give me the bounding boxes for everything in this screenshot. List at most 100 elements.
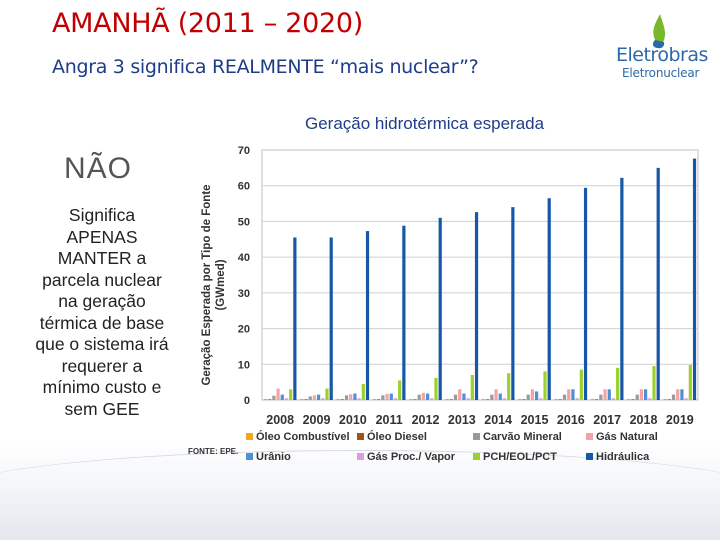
legend-label: Carvão Mineral (483, 431, 562, 443)
bar-pch-eol-pct (434, 377, 438, 400)
answer-heading: NÃO (64, 152, 133, 185)
legend-label: Urânio (256, 451, 291, 463)
logo-name: Eletrobras (616, 44, 708, 66)
legend-swatch (473, 453, 480, 460)
y-tick-label: 20 (238, 324, 250, 336)
explanation-line: requerer a (61, 355, 143, 376)
bar--leo-diesel (340, 399, 344, 400)
bar-g-s-proc-vapor (611, 398, 616, 400)
bar-pch-eol-pct (543, 371, 547, 400)
bar--leo-diesel (413, 399, 417, 400)
explanation-line: APENAS (66, 226, 138, 247)
bar-g-s-natural (458, 389, 462, 400)
explanation-line: Significa (68, 205, 136, 225)
bar-carv-o-mineral (526, 394, 530, 400)
legend-label: Gás Natural (596, 431, 658, 443)
y-tick-label: 50 (238, 216, 250, 228)
bar-g-s-proc-vapor (393, 398, 398, 400)
eletrobras-flame-icon (652, 14, 666, 49)
slide-subtitle: Angra 3 significa REALMENTE “mais nuclea… (52, 56, 479, 78)
bar-g-s-natural (276, 388, 280, 400)
bar--leo-diesel (304, 399, 308, 400)
bar-pch-eol-pct (289, 389, 293, 400)
bar-ur-nio (680, 389, 684, 400)
bar--leo-combust-vel (627, 398, 631, 400)
legend-swatch (357, 433, 364, 440)
bar-carv-o-mineral (308, 396, 312, 400)
bar--leo-combust-vel (300, 398, 304, 400)
bar-pch-eol-pct (325, 388, 329, 400)
x-tick-label: 2018 (630, 413, 658, 427)
bar-pch-eol-pct (579, 369, 583, 400)
bar-hidr-ulica (329, 237, 333, 400)
bar-g-s-natural (494, 389, 498, 400)
bar--leo-diesel (667, 399, 671, 400)
logo-subname: Eletronuclear (622, 66, 700, 80)
legend-label: PCH/EOL/PCT (483, 451, 557, 463)
bar-carv-o-mineral (417, 394, 421, 400)
bar-g-s-natural (421, 392, 425, 400)
source-note: FONTE: EPE. (188, 447, 238, 456)
bar--leo-combust-vel (372, 398, 377, 400)
bar--leo-diesel (268, 399, 272, 400)
bar--leo-diesel (558, 399, 562, 400)
explanation-text: Significa APENAS MANTER a parcela nuclear na… (12, 205, 192, 420)
bar-ur-nio (426, 393, 430, 400)
explanation-line: térmica de base (39, 312, 165, 333)
bar-g-s-proc-vapor (539, 398, 543, 400)
bar-g-s-natural (385, 393, 389, 400)
bar-carv-o-mineral (562, 394, 567, 400)
y-tick-label: 40 (238, 252, 250, 264)
legend-swatch (586, 433, 593, 440)
bar-ur-nio (389, 393, 393, 400)
legend-swatch (357, 453, 364, 460)
bar-ur-nio (317, 394, 321, 400)
bar-pch-eol-pct (398, 380, 402, 400)
x-tick-label: 2012 (412, 413, 440, 427)
bar-hidr-ulica (474, 212, 479, 400)
bar-carv-o-mineral (599, 394, 603, 400)
bar-ur-nio (571, 389, 575, 400)
bar--leo-diesel (595, 399, 599, 400)
bar-pch-eol-pct (688, 365, 692, 400)
bar--leo-diesel (631, 399, 635, 400)
bar-pch-eol-pct (616, 367, 620, 400)
bar-hidr-ulica (365, 231, 370, 400)
bar--leo-diesel (522, 399, 526, 400)
x-tick-label: 2015 (521, 413, 549, 427)
bar--leo-combust-vel (554, 398, 558, 400)
bar--leo-combust-vel (263, 398, 268, 400)
bar-g-s-natural (603, 389, 607, 400)
bar-pch-eol-pct (507, 373, 511, 400)
explanation-line: MANTER a (57, 248, 147, 268)
legend-label: Óleo Combustível (256, 430, 350, 443)
bar-ur-nio (535, 391, 539, 400)
legend-label: Hidráulica (596, 451, 650, 463)
bar-hidr-ulica (438, 217, 442, 400)
plot-area (261, 149, 699, 401)
bar-hidr-ulica (547, 198, 551, 400)
bar--leo-combust-vel (518, 398, 522, 400)
x-tick-label: 2011 (376, 413, 403, 427)
x-tick-label: 2014 (484, 413, 512, 427)
bar-g-s-natural (312, 395, 316, 400)
explanation-line: na geração (58, 291, 146, 311)
bar-hidr-ulica (620, 177, 624, 400)
bar-carv-o-mineral (272, 395, 276, 400)
explanation-line: parcela nuclear (42, 269, 162, 290)
bar-pch-eol-pct (652, 366, 656, 400)
bar-ur-nio (498, 393, 502, 400)
bar-g-s-proc-vapor (321, 398, 325, 400)
legend-swatch (586, 453, 593, 460)
bar-hidr-ulica (511, 207, 515, 400)
legend-swatch (246, 453, 253, 460)
bar-carv-o-mineral (635, 394, 639, 400)
bar--leo-combust-vel (481, 398, 486, 400)
slide-title: AMANHÃ (2011 – 2020) (52, 8, 363, 39)
bar--leo-combust-vel (336, 398, 340, 400)
legend-swatch (473, 433, 480, 440)
y-axis-label: Geração Esperada por Tipo de Fonte (GWmed… (201, 184, 227, 385)
bar-carv-o-mineral (381, 395, 385, 400)
x-tick-label: 2019 (666, 413, 694, 427)
bar-hidr-ulica (583, 187, 588, 400)
